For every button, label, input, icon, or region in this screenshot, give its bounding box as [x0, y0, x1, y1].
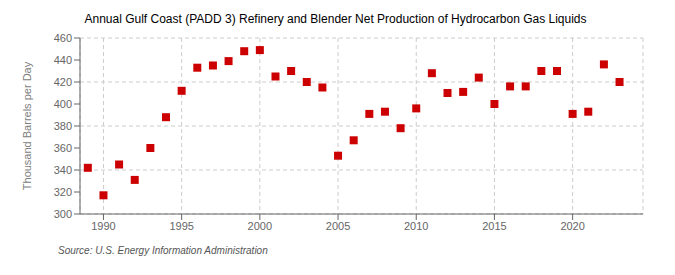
svg-text:460: 460	[54, 32, 72, 44]
svg-text:420: 420	[54, 76, 72, 88]
svg-text:2010: 2010	[404, 220, 428, 232]
html-text:Source: U.S. Energy Informatio: Source: U.S. Energy Information Administ…	[58, 245, 268, 256]
svg-text:2005: 2005	[326, 220, 350, 232]
svg-text:360: 360	[54, 142, 72, 154]
svg-text:2000: 2000	[248, 220, 272, 232]
svg-text:2020: 2020	[560, 220, 584, 232]
html-text:Annual Gulf Coast (PADD 3) Ref: Annual Gulf Coast (PADD 3) Refinery and …	[84, 12, 587, 26]
svg-text:2015: 2015	[482, 220, 506, 232]
svg-text:1995: 1995	[169, 220, 193, 232]
svg-text:440: 440	[54, 54, 72, 66]
svg-text:380: 380	[54, 120, 72, 132]
svg-text:1990: 1990	[91, 220, 115, 232]
svg-text:300: 300	[54, 208, 72, 220]
svg-text:340: 340	[54, 164, 72, 176]
svg-text:Thousand Barrels per Day: Thousand Barrels per Day	[21, 61, 33, 190]
svg-text:320: 320	[54, 186, 72, 198]
svg-text:400: 400	[54, 98, 72, 110]
